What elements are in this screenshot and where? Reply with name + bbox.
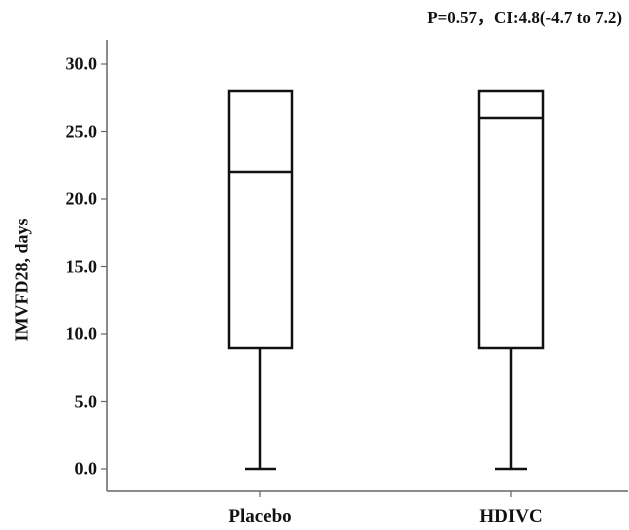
x-ticks — [259, 491, 512, 497]
box-placebo-iqr — [227, 89, 294, 350]
x-tick-label-placebo: Placebo — [228, 506, 292, 527]
y-tick-label: 30.0 — [65, 53, 98, 74]
y-tick-label: 0.0 — [74, 458, 98, 479]
box-placebo — [227, 89, 294, 471]
axes — [101, 40, 628, 497]
y-tick-label: 25.0 — [65, 121, 98, 141]
box-hdivc-iqr — [477, 89, 545, 350]
y-tick-label: 15.0 — [65, 256, 98, 276]
x-tick-label-hdivc: HDIVC — [479, 506, 543, 527]
y-tick-label: 10.0 — [65, 323, 98, 344]
y-tick-label: 20.0 — [65, 188, 98, 209]
box-hdivc — [477, 89, 545, 471]
y-tick-label: 5.0 — [74, 391, 98, 411]
y-ticks — [101, 63, 107, 470]
statistics-annotation: P=0.57，CI:4.8(-4.7 to 7.2) — [427, 8, 622, 27]
